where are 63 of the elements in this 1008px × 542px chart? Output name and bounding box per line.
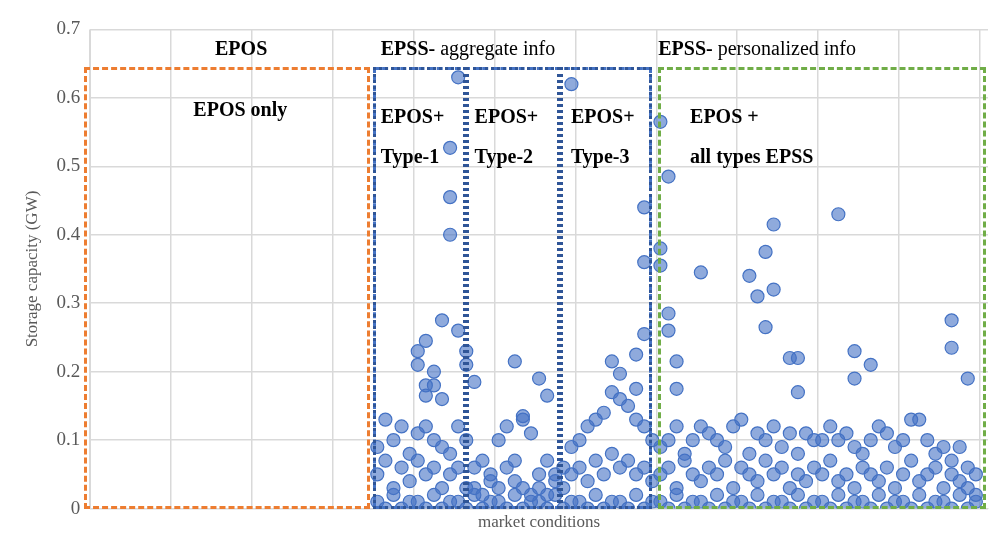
- x-axis-title: market conditions: [477, 512, 601, 532]
- point: [629, 347, 644, 362]
- y-tick-label: 0.2: [56, 359, 81, 381]
- point: [637, 255, 652, 270]
- point: [847, 344, 862, 359]
- y-tick-label: 0.6: [56, 85, 81, 107]
- point: [790, 385, 806, 400]
- point: [426, 364, 442, 379]
- y-tick-label: 0.5: [56, 154, 81, 176]
- point: [443, 227, 458, 242]
- point: [750, 289, 765, 304]
- annotation: EPOS+ Type-1: [380, 105, 445, 168]
- point: [661, 169, 676, 184]
- y-axis-title: Storage capacity (GW): [21, 190, 41, 348]
- y-tick-label: 0.7: [56, 17, 81, 39]
- point: [434, 391, 450, 407]
- point: [863, 357, 878, 372]
- point: [451, 323, 466, 338]
- y-tick-label: 0.4: [56, 222, 81, 244]
- point: [790, 350, 806, 366]
- annotation: EPSS- aggregate info: [380, 36, 556, 59]
- annotation: EPOS+ Type-2: [474, 105, 539, 168]
- y-tick-label: 0.1: [56, 428, 81, 450]
- point: [507, 354, 522, 369]
- point: [637, 326, 652, 342]
- point: [612, 366, 628, 381]
- point: [418, 333, 433, 348]
- point: [443, 140, 458, 155]
- point: [766, 217, 781, 232]
- point: [669, 354, 684, 369]
- point: [418, 378, 433, 393]
- point: [693, 265, 708, 280]
- point: [531, 371, 547, 386]
- point: [451, 70, 466, 85]
- point: [661, 323, 676, 338]
- point: [604, 354, 619, 369]
- annotation: EPSS- personalized info: [658, 36, 856, 59]
- point: [540, 388, 555, 403]
- point: [847, 371, 862, 386]
- point: [629, 381, 644, 396]
- point: [742, 268, 757, 283]
- point: [564, 77, 579, 92]
- annotation: EPOS only: [193, 97, 288, 120]
- point: [766, 282, 781, 297]
- point: [831, 207, 846, 222]
- annotation: EPOS+ Type-3: [570, 105, 635, 168]
- point: [434, 313, 450, 328]
- point: [758, 320, 773, 335]
- point: [637, 200, 652, 215]
- point: [443, 190, 458, 205]
- point: [410, 344, 425, 359]
- point: [758, 244, 773, 259]
- point: [410, 357, 425, 372]
- y-tick-label: 0.3: [56, 291, 81, 313]
- point: [944, 313, 959, 328]
- point: [944, 340, 959, 355]
- point: [669, 381, 684, 396]
- point: [960, 371, 975, 386]
- point: [467, 374, 482, 390]
- annotation: EPOS + all types EPSS: [690, 105, 814, 168]
- point: [661, 306, 676, 321]
- y-tick-label: 0: [70, 496, 81, 518]
- annotation: EPOS: [215, 36, 268, 59]
